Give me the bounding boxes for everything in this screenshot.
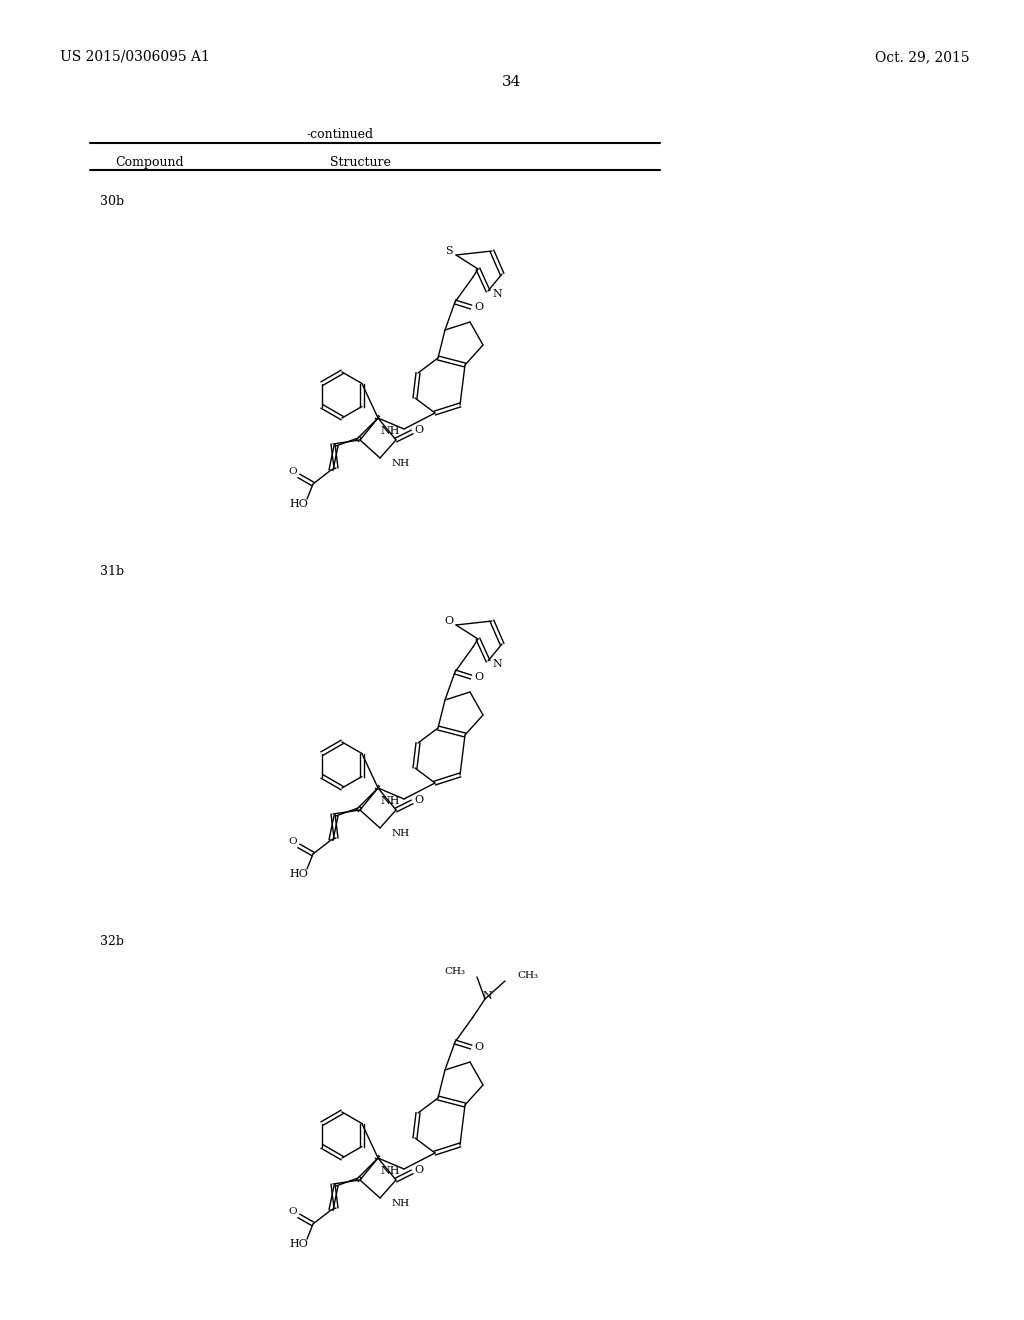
Text: -continued: -continued	[306, 128, 374, 141]
Text: O: O	[289, 1208, 297, 1217]
Text: HO: HO	[289, 869, 308, 879]
Text: NH: NH	[392, 829, 411, 838]
Text: O: O	[289, 837, 297, 846]
Text: Structure: Structure	[330, 156, 391, 169]
Text: O: O	[474, 302, 483, 312]
Text: N: N	[493, 289, 502, 300]
Text: 32b: 32b	[100, 935, 124, 948]
Text: O: O	[444, 616, 454, 626]
Text: N: N	[482, 991, 492, 1001]
Text: NH: NH	[380, 1166, 399, 1176]
Text: O: O	[289, 467, 297, 477]
Text: N: N	[493, 659, 502, 669]
Text: HO: HO	[289, 1239, 308, 1249]
Text: Compound: Compound	[115, 156, 183, 169]
Text: O: O	[415, 1166, 424, 1175]
Text: HO: HO	[289, 499, 308, 510]
Text: NH: NH	[380, 796, 399, 807]
Text: CH₃: CH₃	[517, 972, 538, 981]
Text: O: O	[415, 425, 424, 436]
Text: US 2015/0306095 A1: US 2015/0306095 A1	[60, 50, 210, 63]
Text: NH: NH	[392, 459, 411, 469]
Text: 34: 34	[503, 75, 521, 88]
Text: O: O	[474, 1041, 483, 1052]
Text: NH: NH	[380, 426, 399, 436]
Text: O: O	[415, 795, 424, 805]
Text: NH: NH	[392, 1200, 411, 1209]
Text: 31b: 31b	[100, 565, 124, 578]
Text: S: S	[445, 246, 453, 256]
Text: CH₃: CH₃	[444, 968, 465, 977]
Text: Oct. 29, 2015: Oct. 29, 2015	[874, 50, 970, 63]
Text: 30b: 30b	[100, 195, 124, 209]
Text: O: O	[474, 672, 483, 682]
